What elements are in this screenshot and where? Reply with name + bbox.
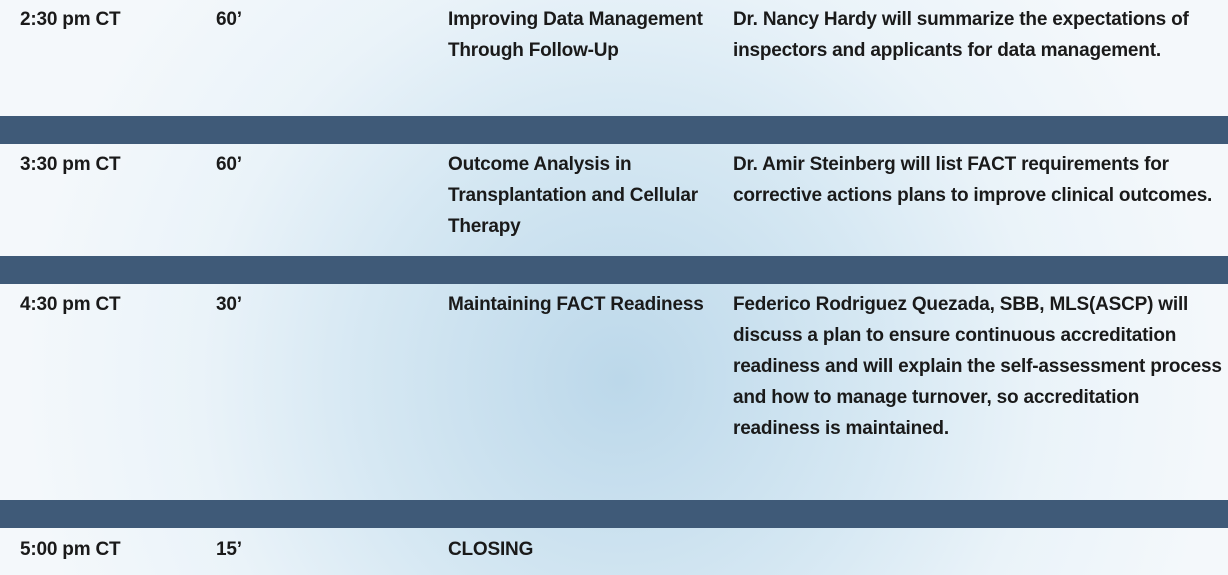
duration: 60’ xyxy=(216,154,242,175)
duration: 30’ xyxy=(216,294,242,315)
description: Federico Rodriguez Quezada, SBB, MLS(ASC… xyxy=(733,294,1222,439)
row-separator xyxy=(0,116,1228,144)
row-separator xyxy=(0,500,1228,528)
description: Dr. Nancy Hardy will summarize the expec… xyxy=(733,9,1189,61)
title: CLOSING xyxy=(448,539,534,560)
time: 2:30 pm CT xyxy=(20,9,121,30)
time: 3:30 pm CT xyxy=(20,154,121,175)
title: Improving Data Management Through Follow… xyxy=(448,9,703,61)
row-separator xyxy=(0,256,1228,284)
time: 5:00 pm CT xyxy=(20,539,121,560)
description: Dr. Amir Steinberg will list FACT requir… xyxy=(733,154,1213,206)
title: Outcome Analysis in Transplantation and … xyxy=(448,154,698,237)
duration: 15’ xyxy=(216,539,242,560)
title: Maintaining FACT Readiness xyxy=(448,294,704,315)
time: 4:30 pm CT xyxy=(20,294,121,315)
duration: 60’ xyxy=(216,9,242,30)
